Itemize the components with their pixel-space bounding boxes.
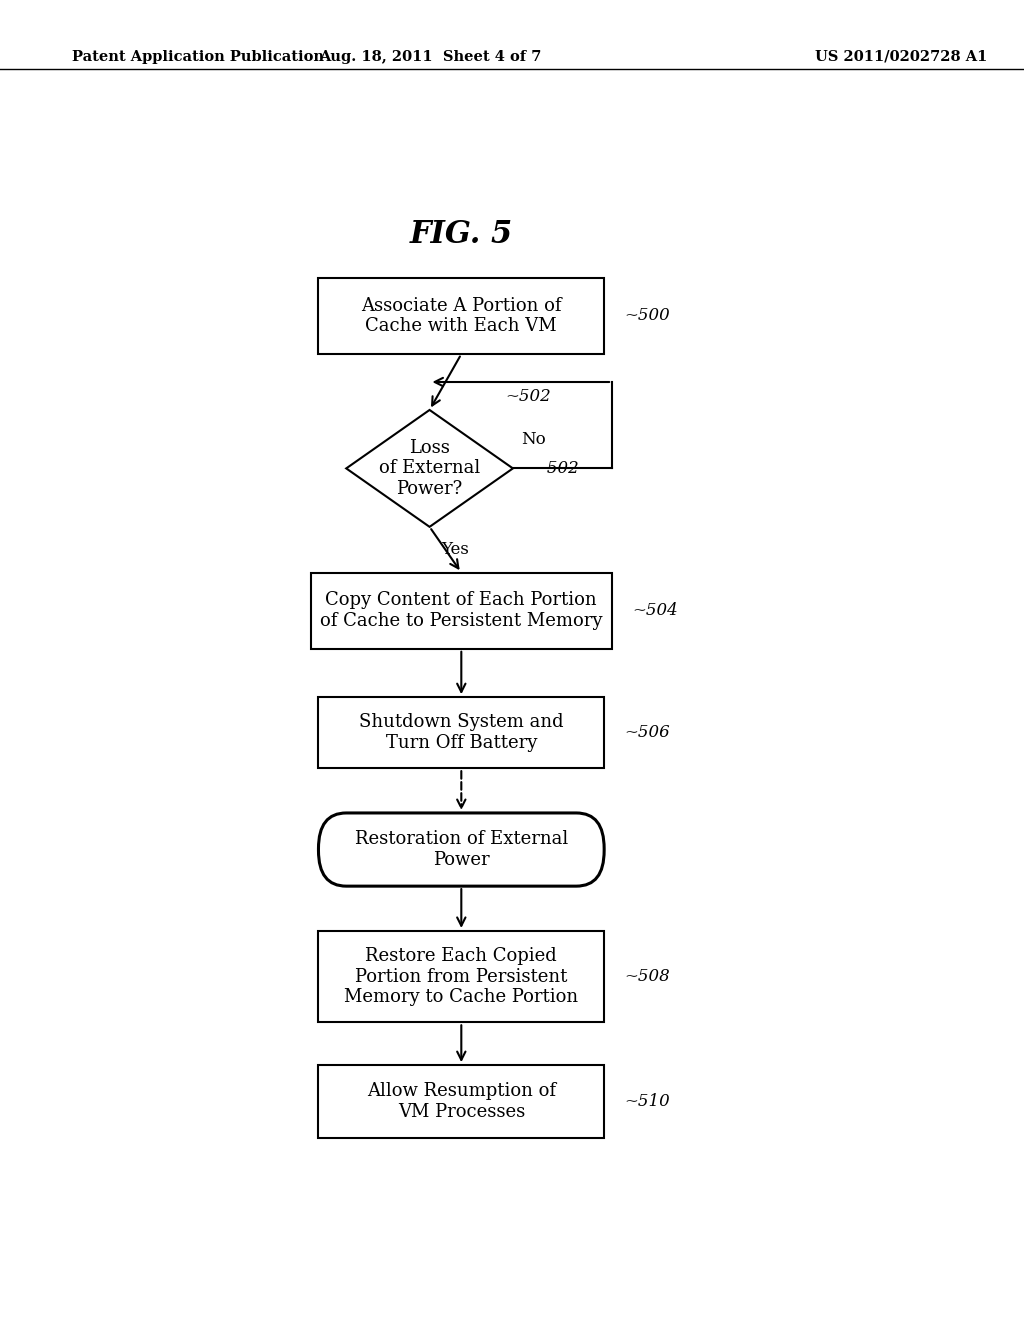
Text: Restoration of External
Power: Restoration of External Power (354, 830, 568, 869)
Text: ~502: ~502 (505, 388, 551, 405)
Text: ~502: ~502 (532, 459, 579, 477)
Text: Shutdown System and
Turn Off Battery: Shutdown System and Turn Off Battery (359, 713, 563, 752)
Text: Associate A Portion of
Cache with Each VM: Associate A Portion of Cache with Each V… (361, 297, 561, 335)
FancyBboxPatch shape (310, 573, 612, 649)
FancyBboxPatch shape (318, 931, 604, 1022)
Text: ~504: ~504 (632, 602, 678, 619)
Text: Restore Each Copied
Portion from Persistent
Memory to Cache Portion: Restore Each Copied Portion from Persist… (344, 946, 579, 1006)
Text: Allow Resumption of
VM Processes: Allow Resumption of VM Processes (367, 1082, 556, 1121)
Text: Loss
of External
Power?: Loss of External Power? (379, 438, 480, 498)
FancyBboxPatch shape (318, 697, 604, 768)
Text: ~508: ~508 (624, 968, 670, 985)
Text: Patent Application Publication: Patent Application Publication (72, 50, 324, 63)
Text: Aug. 18, 2011  Sheet 4 of 7: Aug. 18, 2011 Sheet 4 of 7 (318, 50, 542, 63)
Text: ~506: ~506 (624, 725, 670, 741)
Text: US 2011/0202728 A1: US 2011/0202728 A1 (815, 50, 987, 63)
Text: ~510: ~510 (624, 1093, 670, 1110)
Text: No: No (521, 432, 546, 447)
FancyBboxPatch shape (318, 277, 604, 354)
Text: Copy Content of Each Portion
of Cache to Persistent Memory: Copy Content of Each Portion of Cache to… (321, 591, 602, 630)
Text: FIG. 5: FIG. 5 (410, 219, 513, 249)
FancyBboxPatch shape (318, 813, 604, 886)
FancyBboxPatch shape (318, 1065, 604, 1138)
Text: ~500: ~500 (624, 308, 670, 325)
Text: Yes: Yes (441, 541, 469, 558)
Polygon shape (346, 411, 513, 527)
